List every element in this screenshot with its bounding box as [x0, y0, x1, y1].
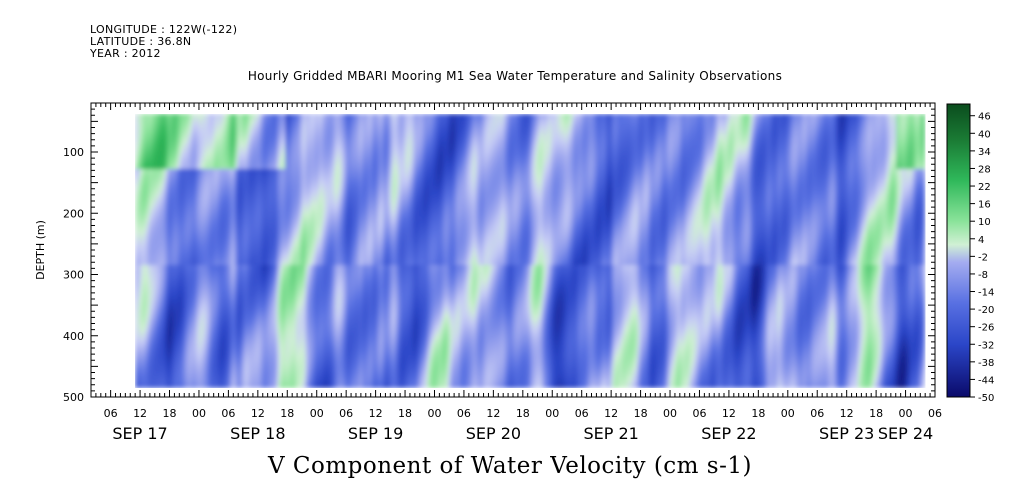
x-tick-label: 18 — [516, 407, 530, 420]
x-tick-label: 00 — [310, 407, 324, 420]
x-tick-label: 18 — [751, 407, 765, 420]
colorbar-label: -20 — [978, 305, 994, 316]
colorbar-label: -8 — [978, 270, 988, 281]
heatmap-image — [135, 114, 926, 388]
x-tick-label: 06 — [692, 407, 706, 420]
colorbar-label: 46 — [978, 112, 991, 123]
colorbar-label: 40 — [978, 129, 991, 140]
colorbar-label: -32 — [978, 340, 994, 351]
x-axis-caption: V Component of Water Velocity (cm s-1) — [268, 453, 752, 479]
x-tick-label: 18 — [869, 407, 883, 420]
colorbar-label: -2 — [978, 252, 988, 263]
x-tick-label: 06 — [457, 407, 471, 420]
colorbar-label: 28 — [978, 164, 991, 175]
x-tick-label: 12 — [251, 407, 265, 420]
x-date-label: SEP 17 — [112, 424, 167, 443]
x-tick-label: 12 — [722, 407, 736, 420]
x-date-label: SEP 19 — [348, 424, 403, 443]
x-tick-label: 12 — [369, 407, 383, 420]
x-date-label: SEP 24 — [878, 424, 933, 443]
x-date-label: SEP 18 — [230, 424, 285, 443]
colorbar-scale — [946, 103, 971, 398]
x-date-label: SEP 22 — [701, 424, 756, 443]
x-tick-label: 06 — [575, 407, 589, 420]
x-tick-label: 00 — [781, 407, 795, 420]
y-tick-label: 200 — [63, 207, 84, 220]
colorbar-label: 34 — [978, 147, 991, 158]
x-date-label: SEP 23 — [819, 424, 874, 443]
year-label: YEAR : 2012 — [90, 47, 161, 60]
chart-title: Hourly Gridded MBARI Mooring M1 Sea Wate… — [247, 69, 783, 83]
x-tick-label: 00 — [427, 407, 441, 420]
x-tick-label: 00 — [899, 407, 913, 420]
colorbar-label: -50 — [978, 393, 994, 404]
x-tick-label: 00 — [192, 407, 206, 420]
x-tick-label: 18 — [634, 407, 648, 420]
colorbar-label: -14 — [978, 288, 994, 299]
colorbar-label: -44 — [978, 375, 994, 386]
colorbar-label: -38 — [978, 358, 994, 369]
x-tick-label: 06 — [339, 407, 353, 420]
x-tick-label: 00 — [545, 407, 559, 420]
heatmap-field — [135, 114, 926, 388]
y-tick-label: 500 — [63, 391, 84, 404]
x-tick-label: 06 — [928, 407, 942, 420]
x-tick-label: 06 — [104, 407, 118, 420]
colorbar: 46 40 34 28 22 16 10 4 -2 -8 -14 -20 -26 -32 -38 -44 -50 — [946, 103, 994, 404]
x-tick-label: 18 — [280, 407, 294, 420]
longitude-label: LONGITUDE : 122W(-122) — [90, 23, 238, 36]
x-tick-label: 18 — [398, 407, 412, 420]
x-date-label: SEP 20 — [466, 424, 521, 443]
x-tick-label: 06 — [810, 407, 824, 420]
x-tick-label: 12 — [604, 407, 618, 420]
colorbar-label: 22 — [978, 182, 991, 193]
x-tick-label: 12 — [840, 407, 854, 420]
y-tick-label: 100 — [63, 146, 84, 159]
colorbar-label: 16 — [978, 200, 991, 211]
y-tick-label: 400 — [63, 330, 84, 343]
colorbar-label: -26 — [978, 323, 994, 334]
latitude-label: LATITUDE : 36.8N — [90, 35, 192, 48]
y-tick-label: 300 — [63, 269, 84, 282]
y-axis-label: DEPTH (m) — [34, 220, 47, 280]
x-date-label: SEP 21 — [583, 424, 638, 443]
x-tick-label: 12 — [133, 407, 147, 420]
colorbar-label: 4 — [978, 235, 984, 246]
x-tick-label: 12 — [486, 407, 500, 420]
x-tick-label: 00 — [663, 407, 677, 420]
x-tick-label: 18 — [163, 407, 177, 420]
axes: 100 200 300 400 500 06 12 18 00 06 12 18 00 06 12 18 00 0… — [63, 102, 942, 443]
colorbar-label: 10 — [978, 217, 991, 228]
x-tick-label: 06 — [221, 407, 235, 420]
